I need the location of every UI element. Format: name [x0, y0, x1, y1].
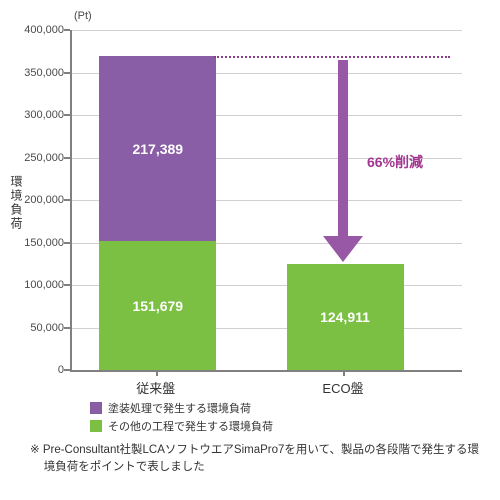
ytick-label: 350,000: [4, 67, 64, 79]
reference-line: [214, 56, 450, 58]
bar-value-label: 124,911: [287, 309, 404, 325]
ytick-mark: [64, 29, 70, 32]
reduction-arrow: [338, 60, 348, 236]
ytick-mark: [64, 157, 70, 160]
ytick-label: 0: [4, 364, 64, 376]
legend-item: 塗装処理で発生する環境負荷: [90, 400, 273, 416]
gridline: [72, 30, 462, 31]
plot-area: 151,679 217,389 124,911: [70, 30, 462, 372]
xtick-mark: [156, 370, 158, 376]
xtick-mark: [343, 370, 345, 376]
ytick-mark: [64, 199, 70, 202]
reduction-arrow-head: [323, 236, 363, 262]
legend-item: その他の工程で発生する環境負荷: [90, 418, 273, 434]
legend-label: その他の工程で発生する環境負荷: [108, 418, 273, 434]
xtick-label: 従来盤: [116, 378, 196, 397]
ytick-label: 100,000: [4, 279, 64, 291]
bar-value-label: 151,679: [99, 298, 216, 314]
xtick-label: ECO盤: [303, 378, 383, 397]
ytick-mark: [64, 369, 70, 372]
footnote: ※ Pre-Consultant社製LCAソフトウエアSimaPro7を用いて、…: [30, 442, 480, 477]
ytick-mark: [64, 242, 70, 245]
ytick-mark: [64, 72, 70, 75]
legend-swatch: [90, 402, 102, 414]
legend: 塗装処理で発生する環境負荷その他の工程で発生する環境負荷: [90, 400, 273, 436]
bar-segment-coating: 217,389: [99, 56, 216, 241]
bar-segment-other: 151,679: [99, 241, 216, 370]
ytick-label: 300,000: [4, 109, 64, 121]
ytick-mark: [64, 284, 70, 287]
reduction-label: 66%削減: [367, 152, 423, 172]
legend-swatch: [90, 420, 102, 432]
ytick-label: 150,000: [4, 237, 64, 249]
ytick-label: 50,000: [4, 322, 64, 334]
ytick-label: 200,000: [4, 194, 64, 206]
bar-segment-other: 124,911: [287, 264, 404, 370]
ytick-label: 250,000: [4, 152, 64, 164]
bar-value-label: 217,389: [99, 141, 216, 157]
legend-label: 塗装処理で発生する環境負荷: [108, 400, 251, 416]
ytick-label: 400,000: [4, 24, 64, 36]
ytick-mark: [64, 114, 70, 117]
ytick-mark: [64, 327, 70, 330]
unit-label: (Pt): [74, 10, 92, 22]
